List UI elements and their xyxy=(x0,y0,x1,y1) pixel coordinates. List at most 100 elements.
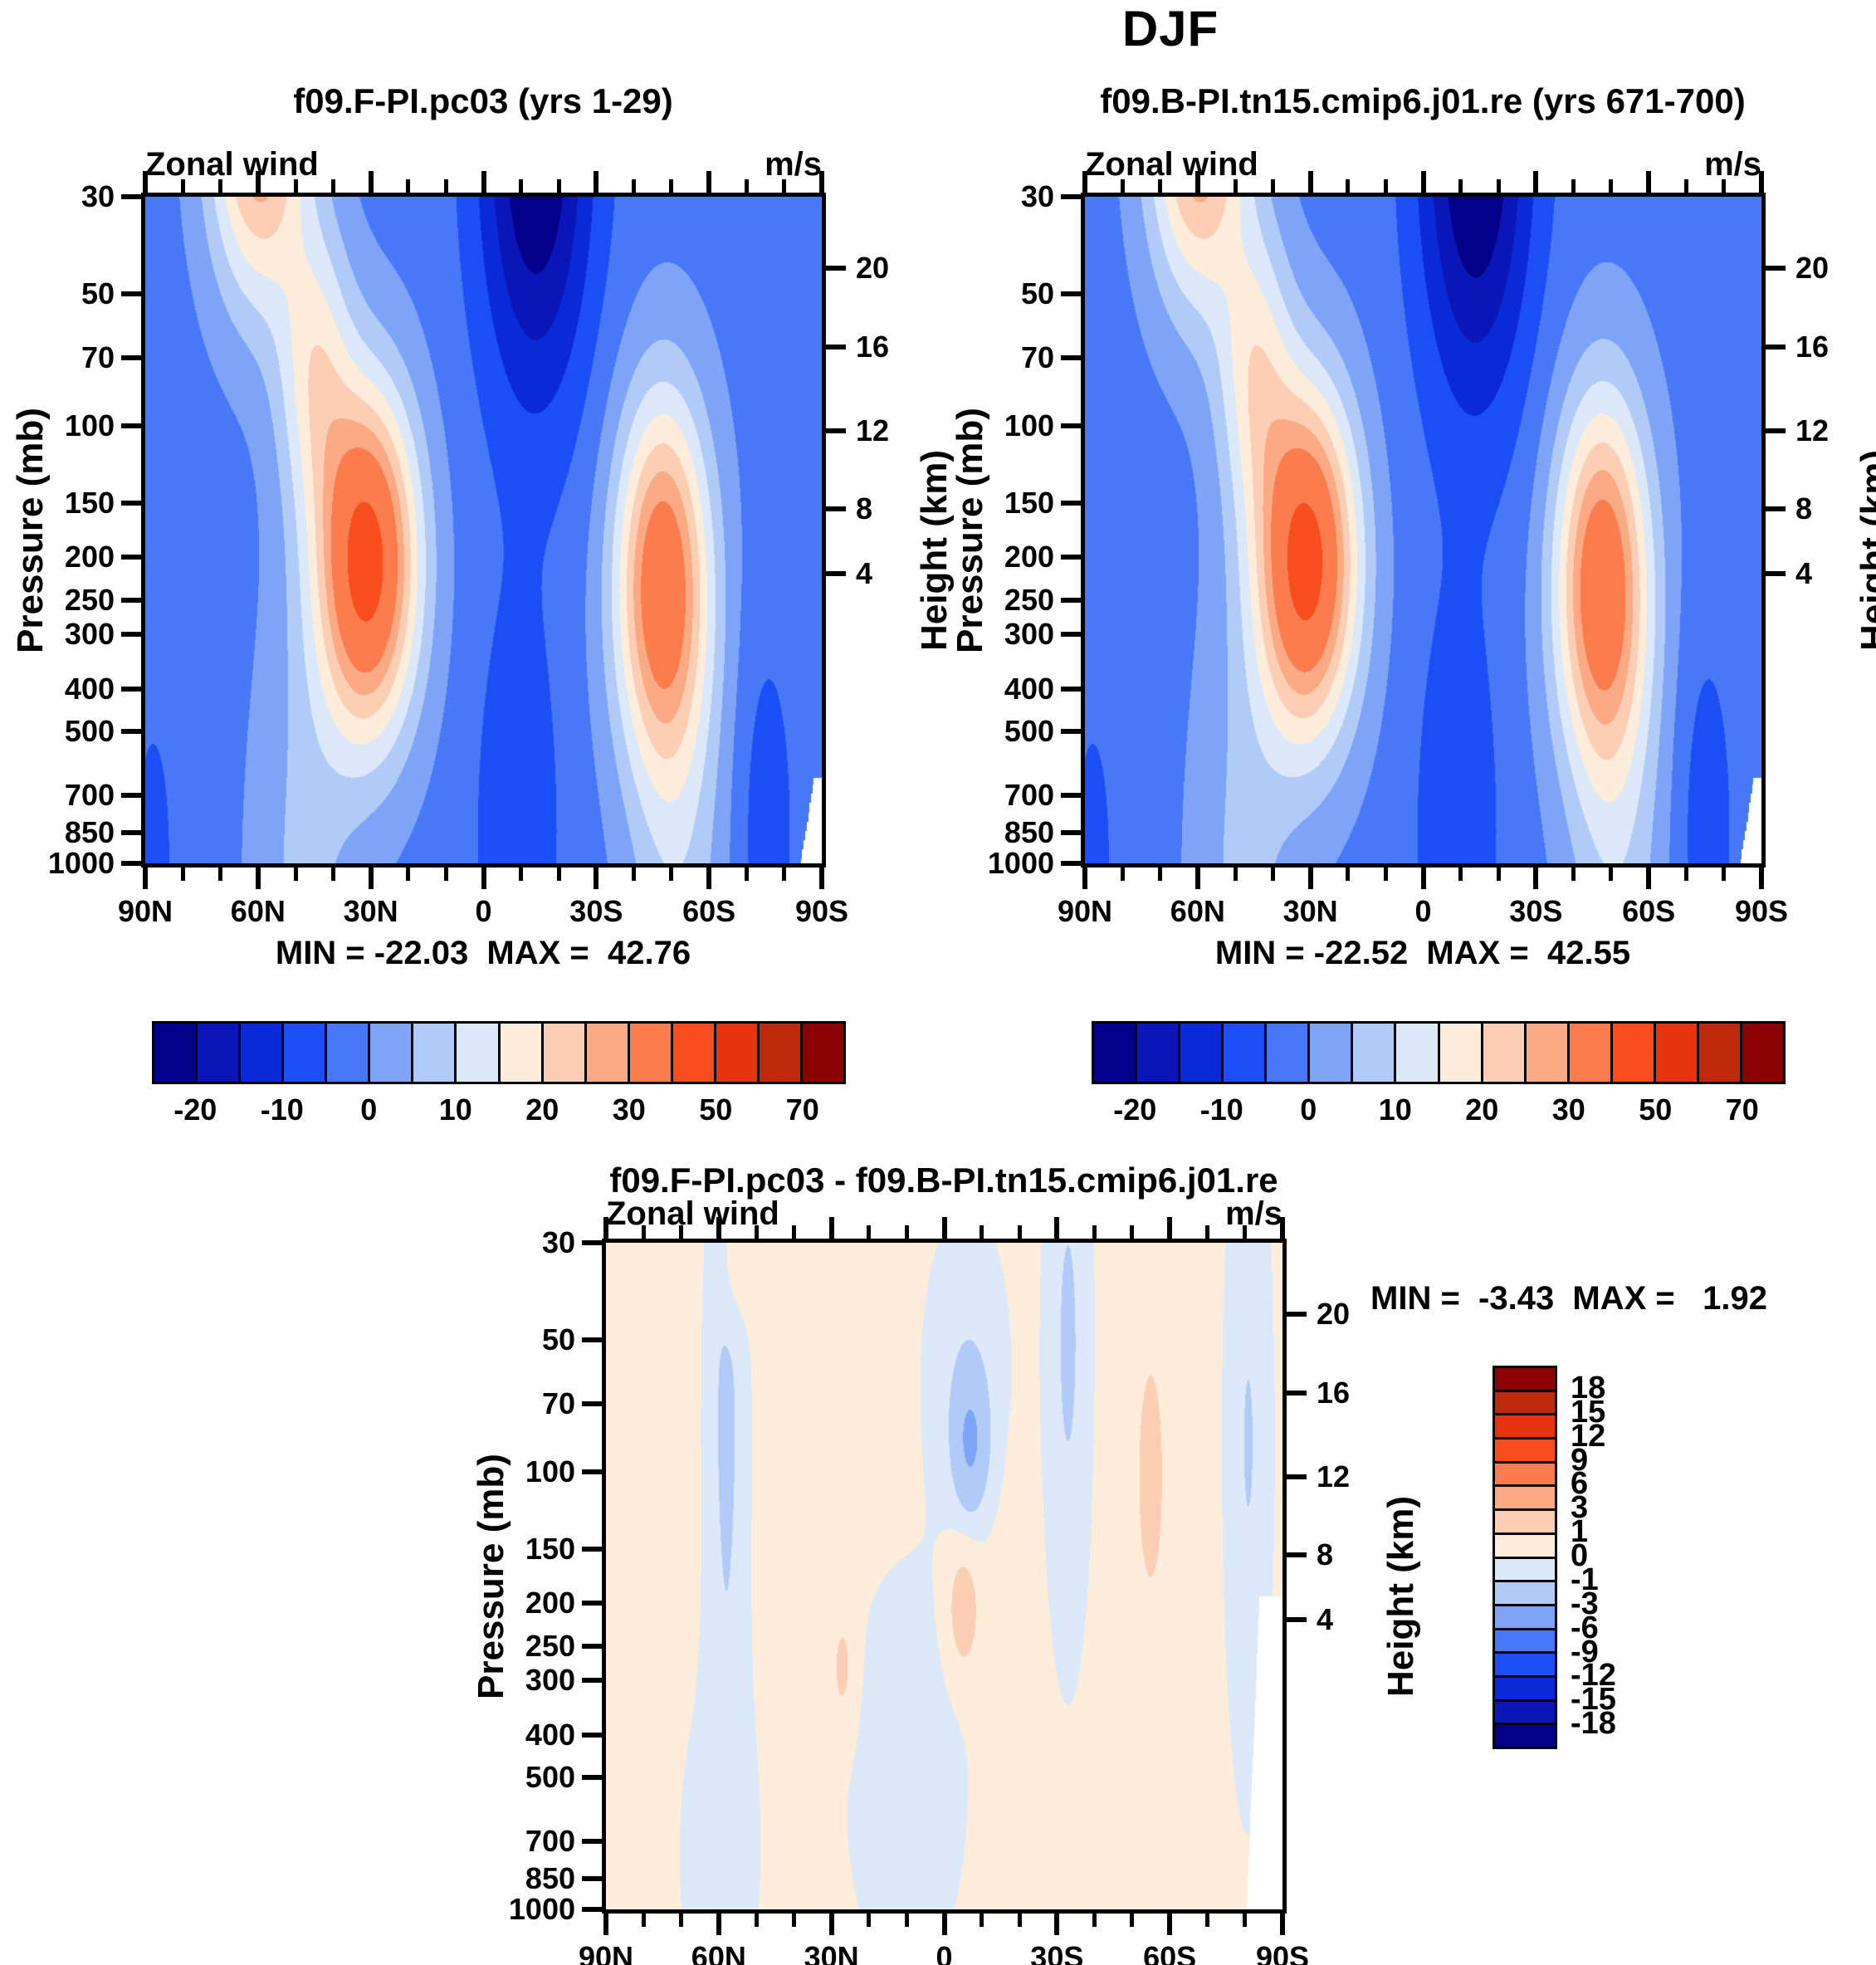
x-axis-major-tick xyxy=(716,1914,721,1935)
height-tick xyxy=(1287,1474,1307,1479)
pressure-tick-label: 50 xyxy=(1020,276,1054,310)
pressure-tick-label: 150 xyxy=(1004,485,1054,520)
x-axis-tick-label: 0 xyxy=(1414,894,1432,928)
x-axis-minor-tick xyxy=(1158,179,1163,193)
pressure-tick xyxy=(121,194,141,199)
x-axis-major-tick xyxy=(255,868,261,889)
x-axis-minor-tick xyxy=(1346,868,1351,881)
x-axis-major-tick xyxy=(594,171,599,193)
colorbar-cell xyxy=(1698,1024,1742,1082)
colorbar-cell xyxy=(1483,1024,1527,1082)
colorbar-cell xyxy=(198,1024,242,1082)
pressure-tick-label: 1000 xyxy=(508,1892,575,1926)
panel-case1: f09.F-PI.pc03 (yrs 1-29) Zonal wind m/s … xyxy=(0,75,955,1133)
contour-canvas xyxy=(1085,197,1761,863)
x-axis-minor-tick xyxy=(330,179,335,193)
height-tick-label: 8 xyxy=(1317,1537,1334,1572)
pressure-tick xyxy=(582,1643,602,1649)
x-axis-minor-tick xyxy=(1243,1225,1248,1239)
pressure-tick xyxy=(121,423,141,428)
pressure-tick-label: 250 xyxy=(525,1628,575,1663)
x-axis-tick-label: 90N xyxy=(1057,894,1113,928)
height-tick xyxy=(1766,345,1786,350)
season-title: DJF xyxy=(1121,1,1219,56)
colorbar xyxy=(152,1021,846,1084)
x-axis-minor-tick xyxy=(406,868,411,881)
colorbar-tick-label: -10 xyxy=(1199,1092,1243,1127)
x-axis-minor-tick xyxy=(1683,179,1688,193)
x-axis-major-tick xyxy=(1307,868,1313,889)
diff-colorbar-tick-label: -9 xyxy=(1571,1634,1599,1669)
diff-colorbar-tick-label: -1 xyxy=(1571,1562,1599,1597)
x-axis-major-tick xyxy=(1420,171,1426,193)
x-axis-major-tick xyxy=(1307,171,1313,193)
x-axis-major-tick xyxy=(1054,1914,1060,1935)
x-axis-minor-tick xyxy=(1496,868,1501,881)
height-tick-label: 12 xyxy=(1317,1459,1351,1493)
x-axis-major-tick xyxy=(1280,1914,1285,1935)
colorbar-cell xyxy=(327,1024,371,1082)
pressure-tick xyxy=(121,687,141,692)
colorbar xyxy=(1092,1021,1786,1084)
pressure-tick-label: 100 xyxy=(525,1454,575,1488)
height-tick-label: 20 xyxy=(1795,250,1830,285)
x-axis-minor-tick xyxy=(180,179,185,193)
x-axis-minor-tick xyxy=(791,1914,796,1927)
diff-colorbar-tick-label: 18 xyxy=(1571,1370,1606,1405)
diff-colorbar-cell xyxy=(1495,1677,1555,1702)
x-axis-major-tick xyxy=(941,1914,947,1935)
diff-colorbar-cell xyxy=(1495,1558,1555,1583)
diff-colorbar-tick-label: 12 xyxy=(1571,1418,1606,1454)
pressure-tick-label: 50 xyxy=(81,276,115,310)
diff-colorbar-tick-label: -18 xyxy=(1571,1706,1616,1742)
contour-canvas xyxy=(606,1243,1282,1909)
pressure-axis-label: Pressure (mb) xyxy=(950,408,990,653)
pressure-tick-label: 250 xyxy=(1004,582,1054,617)
height-tick-label: 20 xyxy=(1317,1296,1351,1331)
x-axis-major-tick xyxy=(828,1217,834,1239)
pressure-tick xyxy=(582,1337,602,1342)
pressure-tick xyxy=(582,1546,602,1552)
contour-plot xyxy=(141,193,826,868)
x-axis-major-tick xyxy=(819,868,824,889)
pressure-tick-label: 300 xyxy=(1004,617,1054,652)
x-axis-minor-tick xyxy=(443,868,448,881)
x-axis-minor-tick xyxy=(330,868,335,881)
height-tick xyxy=(1766,428,1786,433)
pressure-tick xyxy=(1061,829,1081,835)
pressure-tick-label: 850 xyxy=(1004,814,1054,849)
colorbar-tick-label: 70 xyxy=(785,1092,819,1127)
height-tick xyxy=(826,345,846,350)
x-axis-major-tick xyxy=(1082,171,1087,193)
colorbar-cell xyxy=(1439,1024,1483,1082)
x-axis-minor-tick xyxy=(1120,868,1125,881)
colorbar-cell xyxy=(1396,1024,1440,1082)
pressure-tick xyxy=(1061,555,1081,560)
height-tick xyxy=(1287,1616,1307,1622)
x-axis-minor-tick xyxy=(1233,179,1238,193)
diff-colorbar-tick-label: 9 xyxy=(1571,1442,1589,1478)
colorbar-cell xyxy=(1569,1024,1613,1082)
x-axis-minor-tick xyxy=(1233,868,1238,881)
contour-plot xyxy=(602,1239,1287,1914)
pressure-tick xyxy=(1061,729,1081,735)
units-label: m/s xyxy=(1704,146,1761,183)
diff-colorbar-cell xyxy=(1495,1701,1555,1726)
x-axis-minor-tick xyxy=(293,868,298,881)
x-axis-minor-tick xyxy=(679,1225,684,1239)
units-label: m/s xyxy=(1225,1195,1282,1232)
pressure-tick-label: 250 xyxy=(64,582,115,617)
x-axis-minor-tick xyxy=(1130,1914,1135,1927)
x-axis-tick-label: 30N xyxy=(343,894,398,928)
colorbar-cell xyxy=(1224,1024,1268,1082)
colorbar-cell xyxy=(1094,1024,1138,1082)
pressure-tick xyxy=(121,500,141,506)
x-axis-major-tick xyxy=(1167,1217,1173,1239)
x-axis-minor-tick xyxy=(632,868,637,881)
height-tick xyxy=(826,570,846,576)
x-axis-minor-tick xyxy=(1609,179,1614,193)
pressure-tick-label: 400 xyxy=(64,672,115,706)
diff-colorbar-cell xyxy=(1495,1368,1555,1392)
diff-min-max-stats: MIN = -3.43 MAX = 1.92 xyxy=(1370,1280,1767,1317)
x-axis-minor-tick xyxy=(782,179,787,193)
